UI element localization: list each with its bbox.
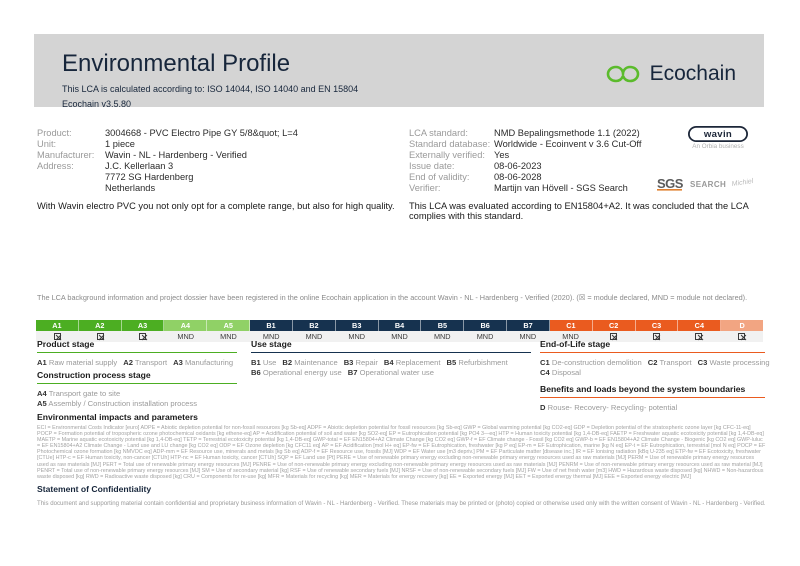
svg-text:SEARCH: SEARCH: [690, 180, 726, 189]
svg-text:Michiel: Michiel: [731, 178, 754, 188]
svg-text:wavin: wavin: [703, 129, 732, 139]
svg-text:SGS: SGS: [657, 176, 684, 191]
